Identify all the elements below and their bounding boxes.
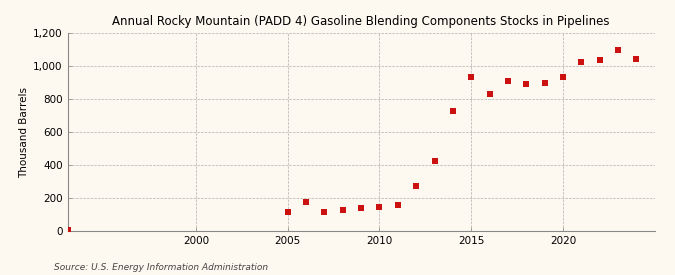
Point (502, 79, 513, 83)
Point (62, 228, 73, 232)
Point (576, 60, 587, 64)
Point (300, 200, 311, 204)
Point (411, 184, 422, 189)
Point (613, 48, 624, 53)
Point (338, 207, 348, 212)
Point (631, 56, 642, 61)
Point (429, 159, 440, 163)
Point (374, 205, 385, 209)
Point (484, 92, 495, 96)
Point (282, 210, 293, 214)
Point (594, 58, 605, 62)
Text: Source: U.S. Energy Information Administration: Source: U.S. Energy Information Administ… (54, 263, 268, 272)
Point (539, 80, 550, 85)
Point (392, 202, 403, 207)
Title: Annual Rocky Mountain (PADD 4) Gasoline Blending Components Stocks in Pipelines: Annual Rocky Mountain (PADD 4) Gasoline … (112, 15, 610, 28)
Point (319, 210, 330, 214)
Point (448, 108, 458, 113)
Y-axis label: Thousand Barrels: Thousand Barrels (19, 87, 29, 177)
Point (466, 75, 477, 79)
Point (356, 206, 367, 210)
Point (558, 75, 568, 79)
Point (521, 82, 532, 86)
